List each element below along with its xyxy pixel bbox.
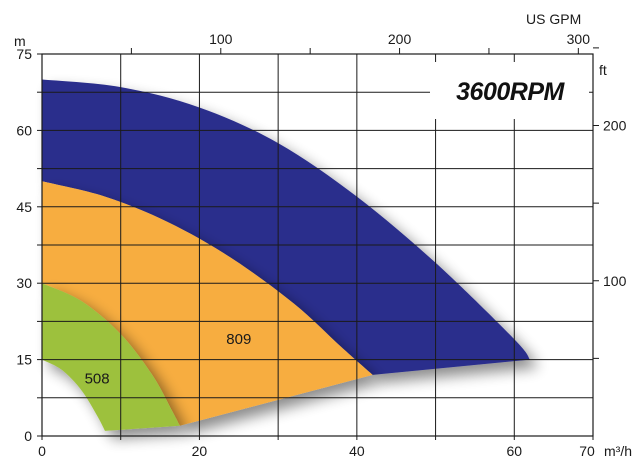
x-tick-label: 20 — [192, 443, 208, 459]
y-tick-label: 0 — [24, 428, 32, 444]
region-label-809: 809 — [226, 331, 251, 348]
region-809 — [42, 181, 373, 426]
y-tick-label: 30 — [16, 275, 32, 291]
region-2210 — [42, 79, 530, 375]
grid-layer — [37, 47, 599, 440]
x-tick-label: 40 — [349, 443, 365, 459]
x2-tick-label: 300 — [567, 31, 591, 47]
region-508 — [42, 283, 180, 431]
x-tick-label: 0 — [38, 443, 46, 459]
y2-tick-label: 200 — [603, 118, 627, 134]
y2-axis-label: ft — [599, 62, 607, 78]
x2-tick-label: 200 — [388, 31, 412, 47]
x2-tick-label: 100 — [209, 31, 233, 47]
x-axis-label: m³/h — [604, 443, 632, 459]
plot-frame — [41, 53, 594, 437]
x-tick-label: 60 — [506, 443, 522, 459]
chart-title: 3600RPM — [456, 78, 565, 106]
y-tick-label: 15 — [16, 352, 32, 368]
title-box-background — [430, 62, 589, 119]
region-label-508: 508 — [85, 370, 110, 387]
x-tick-label: 70 — [579, 443, 595, 459]
region-label-2210: 2210 — [380, 189, 413, 206]
x2-axis-label: US GPM — [526, 11, 581, 27]
labels-layer: 0153045607502040607010020030040010020030… — [16, 31, 627, 459]
y-axis-label: m — [14, 33, 26, 49]
y-tick-label: 45 — [16, 199, 32, 215]
regions-layer — [42, 79, 530, 431]
y-tick-label: 75 — [16, 46, 32, 62]
y-tick-label: 60 — [16, 122, 32, 138]
y2-tick-label: 100 — [603, 273, 627, 289]
title-box: 3600RPM — [430, 62, 589, 119]
